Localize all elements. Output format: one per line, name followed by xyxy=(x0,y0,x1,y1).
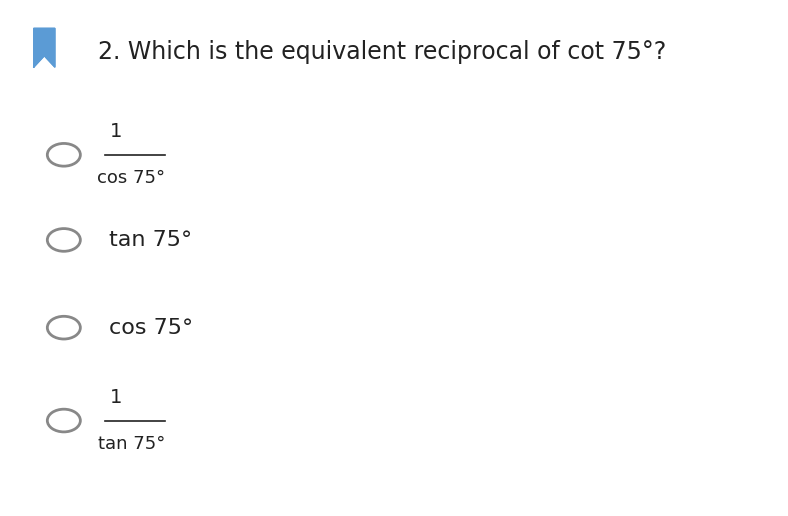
Text: cos 75°: cos 75° xyxy=(109,318,193,337)
Polygon shape xyxy=(34,28,55,67)
Text: 1: 1 xyxy=(110,122,123,141)
Text: 2. Which is the equivalent reciprocal of cot 75°?: 2. Which is the equivalent reciprocal of… xyxy=(98,40,666,63)
Text: cos 75°: cos 75° xyxy=(98,169,165,187)
Text: 1: 1 xyxy=(110,388,123,407)
Text: tan 75°: tan 75° xyxy=(109,230,192,250)
Text: tan 75°: tan 75° xyxy=(98,435,165,453)
